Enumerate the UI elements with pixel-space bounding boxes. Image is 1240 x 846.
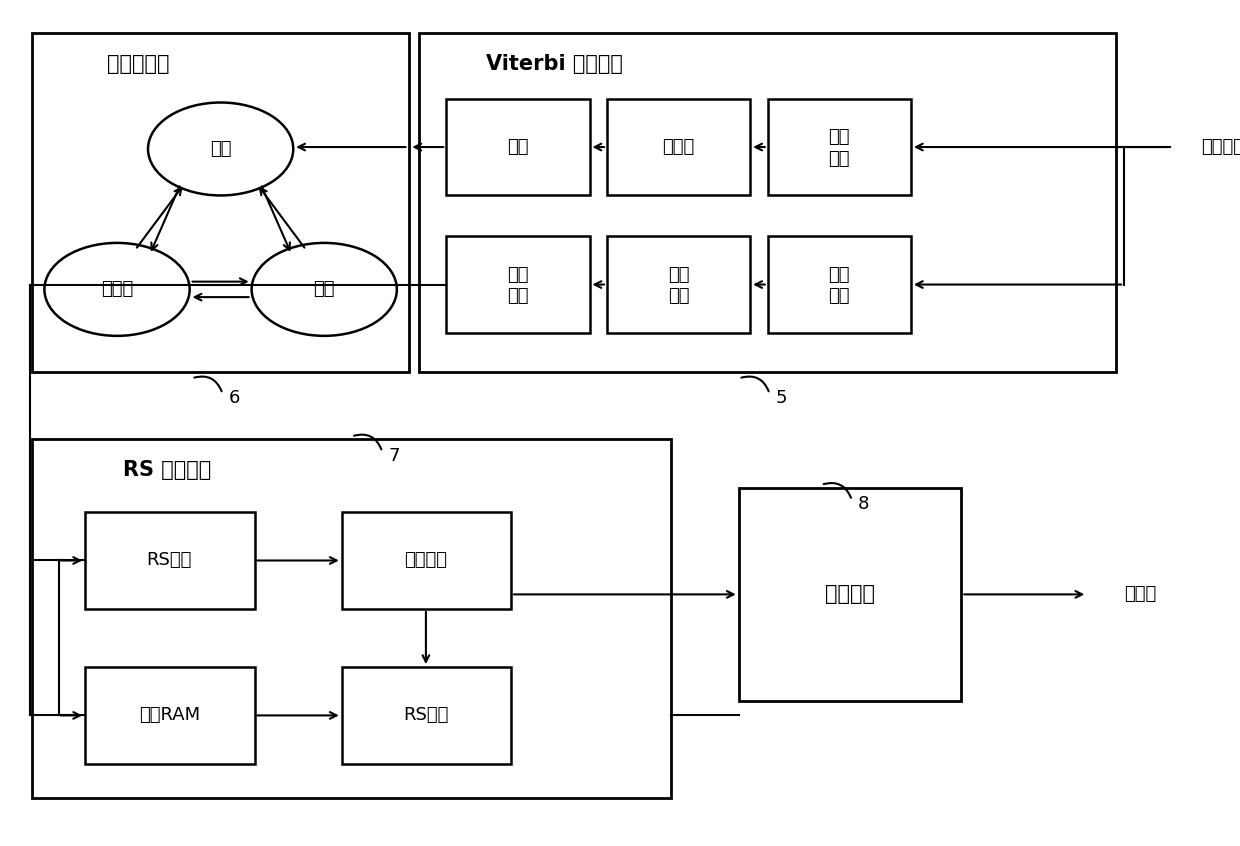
Text: 加比选: 加比选 bbox=[662, 138, 694, 156]
Text: Viterbi 译码模块: Viterbi 译码模块 bbox=[486, 54, 624, 74]
Text: 错误检测: 错误检测 bbox=[404, 552, 448, 569]
Bar bbox=[739, 488, 961, 700]
Bar bbox=[768, 99, 911, 195]
Text: 计算: 计算 bbox=[828, 150, 851, 168]
Bar bbox=[86, 512, 254, 609]
Text: 帧同步模块: 帧同步模块 bbox=[107, 54, 170, 74]
Bar bbox=[342, 512, 511, 609]
Ellipse shape bbox=[148, 102, 293, 195]
Text: RS纠错: RS纠错 bbox=[403, 706, 449, 724]
Bar bbox=[768, 236, 911, 333]
Bar bbox=[419, 33, 1116, 371]
Text: 数据帧: 数据帧 bbox=[1125, 585, 1157, 603]
Text: 卷积: 卷积 bbox=[507, 266, 528, 284]
Text: 解扰模块: 解扰模块 bbox=[825, 585, 875, 604]
Text: 分支: 分支 bbox=[828, 129, 851, 146]
Bar bbox=[342, 667, 511, 764]
Text: 6: 6 bbox=[228, 389, 239, 407]
Text: 信息: 信息 bbox=[828, 266, 851, 284]
Text: 同步: 同步 bbox=[314, 280, 335, 299]
Text: 编码: 编码 bbox=[507, 287, 528, 305]
Bar bbox=[606, 236, 750, 333]
Bar bbox=[32, 33, 409, 371]
Bar bbox=[446, 99, 589, 195]
Ellipse shape bbox=[252, 243, 397, 336]
Text: 统计: 统计 bbox=[668, 287, 689, 305]
Text: 误码: 误码 bbox=[668, 266, 689, 284]
Text: 延时: 延时 bbox=[828, 287, 851, 305]
Text: 7: 7 bbox=[388, 447, 399, 465]
Text: 解调信息: 解调信息 bbox=[1202, 138, 1240, 156]
Text: 预同步: 预同步 bbox=[100, 280, 133, 299]
Text: 数据RAM: 数据RAM bbox=[139, 706, 200, 724]
Bar bbox=[446, 236, 589, 333]
Bar bbox=[606, 99, 750, 195]
Text: RS 解码模块: RS 解码模块 bbox=[123, 460, 212, 481]
Text: 8: 8 bbox=[858, 496, 869, 514]
Ellipse shape bbox=[45, 243, 190, 336]
Text: 5: 5 bbox=[775, 389, 787, 407]
Text: 回溯: 回溯 bbox=[507, 138, 528, 156]
Bar bbox=[86, 667, 254, 764]
Text: RS计算: RS计算 bbox=[146, 552, 192, 569]
Text: 扑获: 扑获 bbox=[210, 140, 232, 158]
Bar bbox=[32, 439, 671, 798]
